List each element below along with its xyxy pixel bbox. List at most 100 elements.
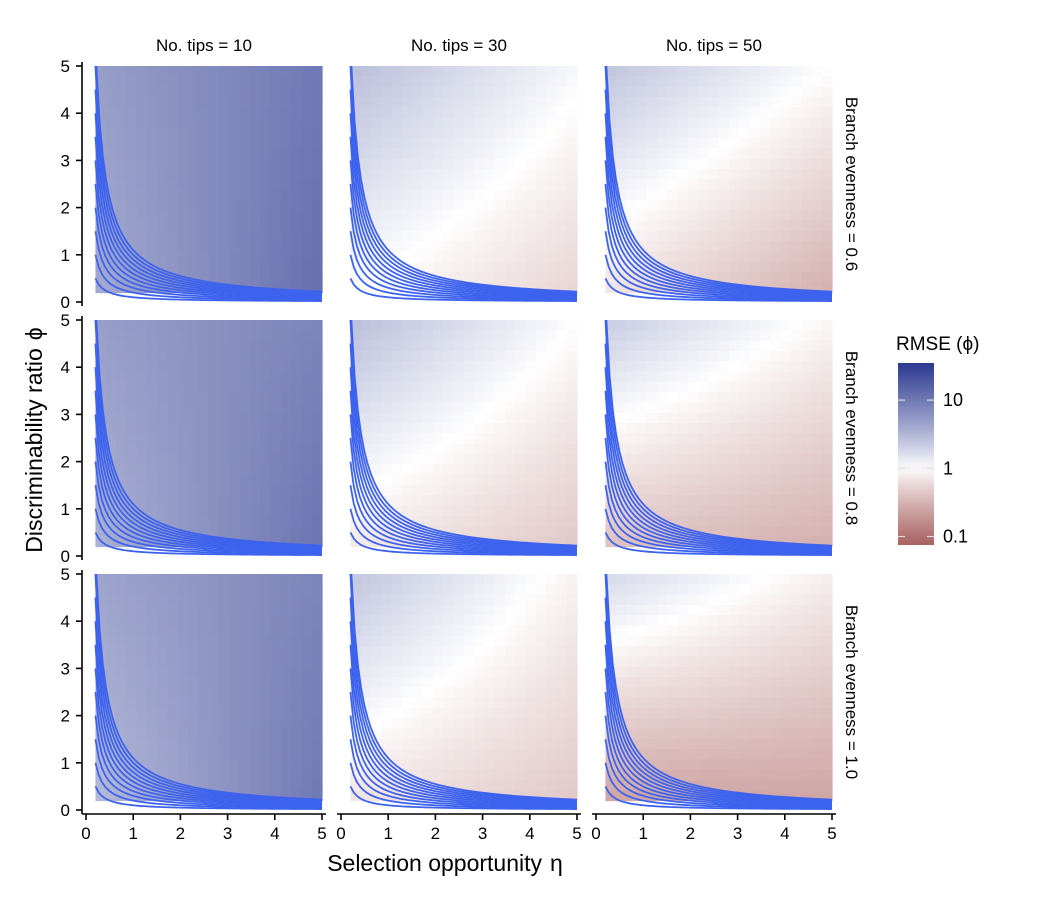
heatmap-cell — [546, 158, 558, 170]
heatmap-cell — [208, 138, 220, 149]
heatmap-cell — [821, 412, 833, 424]
heatmap-cell — [535, 210, 547, 222]
heatmap-cell — [291, 574, 303, 585]
heatmap-cell — [280, 505, 292, 517]
heatmap-cell — [626, 433, 637, 445]
heatmap-cell — [667, 738, 679, 750]
heatmap-cell — [494, 525, 506, 537]
heatmap-cell — [270, 422, 282, 434]
heatmap-cell — [770, 361, 782, 373]
heatmap-cell — [381, 738, 393, 750]
heatmap-cell — [484, 381, 496, 393]
heatmap-cell — [126, 148, 138, 160]
heatmap-cell — [646, 66, 658, 77]
heatmap-cell — [95, 320, 107, 331]
y-tick-label: 3 — [61, 405, 70, 424]
heatmap-cell — [535, 474, 547, 486]
heatmap-cell — [525, 769, 537, 781]
heatmap-cell — [391, 148, 403, 160]
heatmap-cell — [718, 759, 730, 771]
heatmap-cell — [667, 76, 679, 88]
heatmap-cell — [412, 412, 424, 424]
heatmap-cell — [198, 443, 210, 455]
heatmap-cell — [821, 676, 833, 688]
heatmap-cell — [484, 484, 496, 496]
contour-line — [349, 597, 578, 803]
heatmap-cell — [260, 412, 272, 424]
heatmap-cell — [157, 320, 169, 331]
heatmap-cell — [494, 635, 506, 647]
heatmap-cell — [198, 515, 210, 527]
heatmap-cell — [136, 749, 148, 760]
heatmap-cell — [219, 107, 230, 119]
heatmap-cell — [291, 495, 303, 506]
heatmap-cell — [260, 676, 272, 688]
heatmap-cell — [535, 412, 547, 424]
heatmap-cell — [371, 615, 382, 627]
heatmap-cell — [422, 697, 434, 709]
heatmap-cell — [270, 625, 282, 637]
heatmap-cell — [718, 687, 730, 699]
heatmap-cell — [801, 189, 813, 201]
heatmap-cell — [566, 189, 578, 201]
heatmap-cell — [381, 96, 393, 108]
heatmap-cell — [401, 515, 413, 527]
heatmap-cell — [484, 749, 496, 760]
heatmap-cell — [504, 759, 516, 771]
y-tick-label: 2 — [61, 453, 70, 472]
heatmap-cell — [239, 76, 251, 88]
heatmap-cell — [301, 749, 313, 760]
heatmap-cell — [412, 718, 424, 730]
heatmap-cell — [157, 127, 169, 139]
heatmap-cell — [677, 168, 689, 180]
contour-line — [94, 644, 323, 805]
heatmap-cell — [656, 749, 668, 760]
heatmap-cell — [360, 189, 372, 201]
heatmap-cell — [494, 127, 506, 139]
heatmap-cell — [546, 261, 558, 273]
heatmap-cell — [270, 464, 282, 476]
heatmap-cell — [453, 474, 465, 486]
heatmap-cell — [667, 66, 679, 77]
heatmap-cell — [484, 738, 496, 750]
heatmap-cell — [229, 251, 241, 263]
heatmap-cell — [698, 687, 710, 699]
heatmap-cell — [280, 769, 292, 781]
heatmap-cell — [474, 769, 485, 781]
heatmap-cell — [219, 148, 230, 160]
heatmap-cell — [811, 168, 823, 180]
heatmap-cell — [677, 433, 689, 445]
heatmap-cell — [291, 138, 303, 149]
heatmap-cell — [504, 158, 516, 170]
heatmap-cell — [443, 107, 455, 119]
heatmap-cell — [311, 728, 323, 740]
heatmap-cell — [412, 241, 424, 252]
heatmap-cell — [350, 261, 362, 273]
heatmap-cell — [239, 220, 251, 232]
heatmap-cell — [770, 443, 782, 455]
heatmap-cell — [677, 107, 689, 119]
heatmap-cell — [821, 86, 833, 98]
heatmap-cell — [687, 625, 699, 637]
heatmap-cell — [729, 759, 740, 771]
y-tick-label: 0 — [61, 547, 70, 566]
heatmap-cell — [126, 687, 138, 699]
heatmap-cell — [105, 422, 117, 434]
heatmap-cell — [208, 96, 220, 108]
contour-line — [604, 207, 833, 300]
heatmap-cell — [494, 515, 506, 527]
heatmap-cell — [811, 625, 823, 637]
heatmap-cell — [443, 189, 455, 201]
heatmap-cell — [801, 282, 813, 294]
heatmap-cell — [667, 505, 679, 517]
heatmap-cell — [401, 779, 413, 791]
heatmap-cell — [821, 168, 833, 180]
heatmap-cell — [546, 210, 558, 222]
heatmap-cell — [708, 697, 720, 709]
heatmap-cell — [515, 168, 527, 180]
heatmap-cell — [556, 484, 568, 496]
heatmap-cell — [566, 86, 578, 98]
heatmap-cell — [708, 261, 720, 273]
heatmap-cell — [484, 179, 496, 191]
heatmap-cell — [167, 779, 179, 791]
